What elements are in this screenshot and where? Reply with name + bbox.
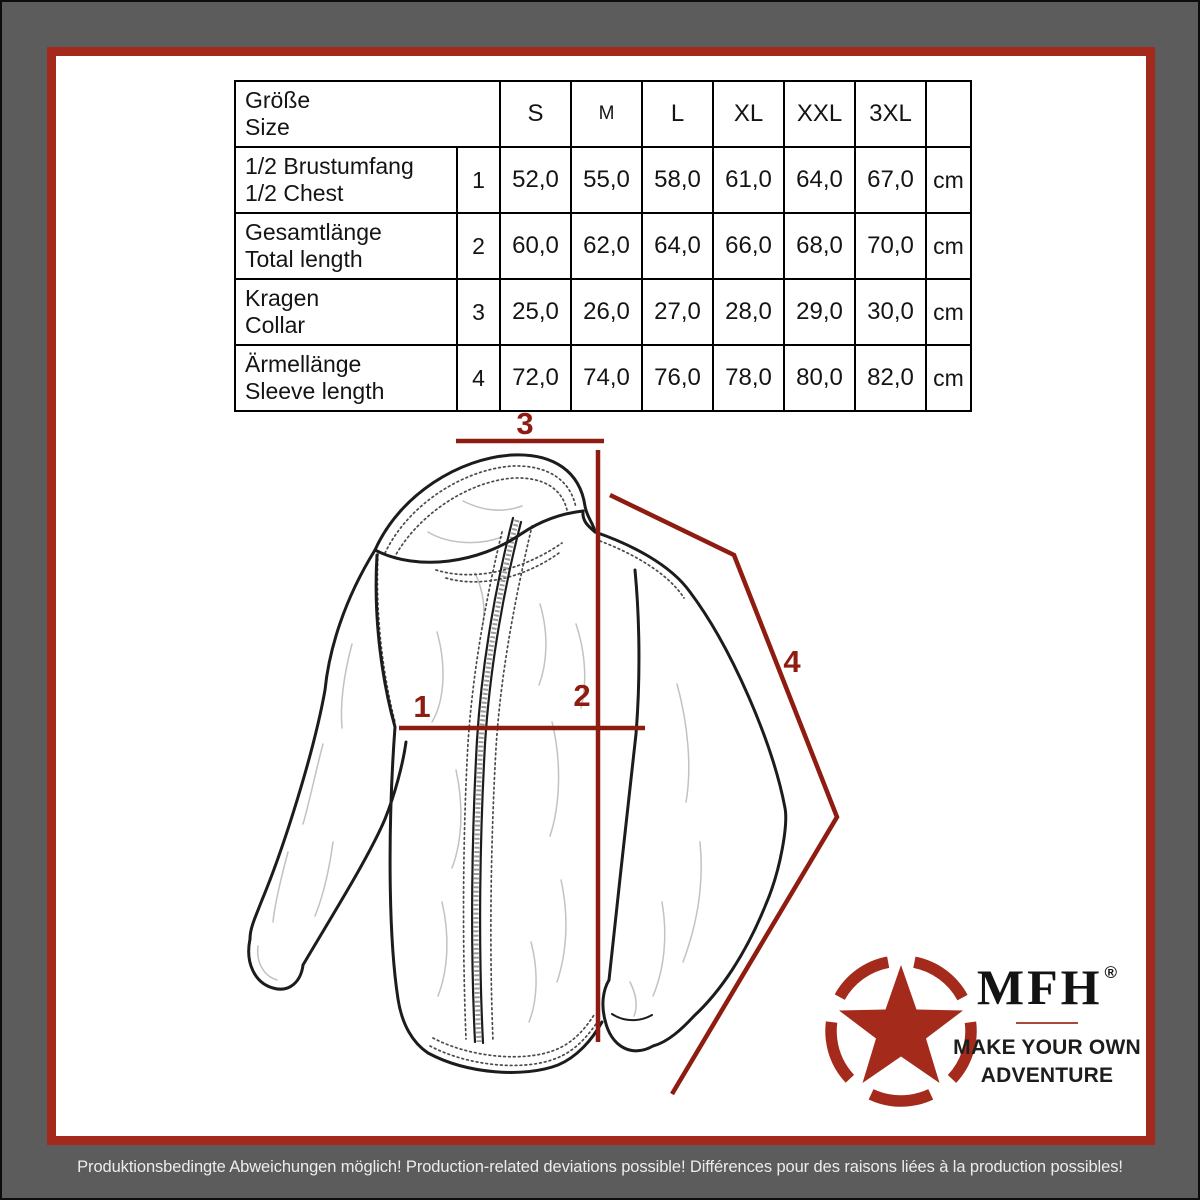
value-cell: 64,0 — [641, 212, 714, 280]
value-cell: 58,0 — [641, 146, 714, 214]
row-ref-number: 3 — [456, 278, 501, 346]
value-cell: 67,0 — [854, 146, 927, 214]
row-label-de: Ärmellänge — [245, 350, 362, 377]
size-col-m: M — [570, 80, 643, 148]
logo-divider — [1016, 1022, 1078, 1024]
zipper-teeth — [473, 519, 520, 1043]
row-ref-number: 1 — [456, 146, 501, 214]
row-label-en: 1/2 Chest — [245, 180, 344, 206]
value-cell: 62,0 — [570, 212, 643, 280]
measurement-lines — [399, 438, 840, 1096]
row-label-en: Collar — [245, 312, 306, 338]
value-cell: 60,0 — [499, 212, 572, 280]
unit-cell: cm — [925, 344, 972, 412]
value-cell: 64,0 — [783, 146, 856, 214]
broken-circle — [825, 955, 977, 1107]
brand-name: MFH ® — [951, 960, 1143, 1015]
production-note: Produktionsbedingte Abweichungen möglich… — [77, 1158, 1123, 1176]
value-cell: 25,0 — [499, 278, 572, 346]
row-ref-number: 2 — [456, 212, 501, 280]
size-col-3xl: 3XL — [854, 80, 927, 148]
size-header-label: Größe Size — [234, 80, 501, 148]
value-cell: 26,0 — [570, 278, 643, 346]
table-row-sleeve-length: Ärmellänge Sleeve length 4 72,0 74,0 76,… — [234, 344, 972, 412]
row-label-de: Kragen — [245, 284, 320, 311]
table-row-total-length: Gesamtlänge Total length 2 60,0 62,0 64,… — [234, 212, 972, 280]
value-cell: 76,0 — [641, 344, 714, 412]
size-table: Größe Size S M L XL XXL 3XL 1/2 Brustumf… — [234, 80, 972, 412]
value-cell: 27,0 — [641, 278, 714, 346]
value-cell: 70,0 — [854, 212, 927, 280]
tagline-line-1: MAKE YOUR OWN — [953, 1036, 1141, 1059]
row-label: Ärmellänge Sleeve length — [234, 344, 458, 412]
mfh-logo-text: MFH ® MAKE YOUR OWN ADVENTURE — [951, 960, 1143, 1091]
unit-cell: cm — [925, 146, 972, 214]
registered-trademark: ® — [1104, 963, 1118, 982]
jacket-outline — [247, 453, 788, 1074]
value-cell: 80,0 — [783, 344, 856, 412]
value-cell: 61,0 — [712, 146, 785, 214]
measure-label-1: 1 — [413, 689, 430, 724]
row-label-en: Total length — [245, 246, 363, 272]
value-cell: 29,0 — [783, 278, 856, 346]
table-header-row: Größe Size S M L XL XXL 3XL — [234, 80, 972, 148]
star-icon — [839, 965, 963, 1083]
unit-cell: cm — [925, 278, 972, 346]
mfh-star-logo — [825, 955, 977, 1107]
jacket-crease-lines — [256, 500, 702, 1023]
row-label-de: 1/2 Brustumfang — [245, 152, 414, 179]
table-row-chest: 1/2 Brustumfang 1/2 Chest 1 52,0 55,0 58… — [234, 146, 972, 214]
value-cell: 52,0 — [499, 146, 572, 214]
measure-label-4: 4 — [783, 644, 801, 679]
jacket-measurement-diagram: 3 2 1 4 — [247, 407, 840, 1096]
value-cell: 66,0 — [712, 212, 785, 280]
value-cell: 82,0 — [854, 344, 927, 412]
value-cell: 74,0 — [570, 344, 643, 412]
measurement-labels: 3 2 1 4 — [413, 407, 801, 724]
size-col-l: L — [641, 80, 714, 148]
tagline-line-2: ADVENTURE — [980, 1064, 1114, 1088]
value-cell: 68,0 — [783, 212, 856, 280]
size-col-xl: XL — [712, 80, 785, 148]
value-cell: 28,0 — [712, 278, 785, 346]
unit-cell: cm — [925, 212, 972, 280]
value-cell: 72,0 — [499, 344, 572, 412]
unit-header-cell — [925, 80, 972, 148]
measure-label-2: 2 — [573, 678, 590, 713]
row-label: Kragen Collar — [234, 278, 458, 346]
value-cell: 30,0 — [854, 278, 927, 346]
value-cell: 78,0 — [712, 344, 785, 412]
measure-label-3: 3 — [516, 407, 533, 441]
table-row-collar: Kragen Collar 3 25,0 26,0 27,0 28,0 29,0… — [234, 278, 972, 346]
size-col-xxl: XXL — [783, 80, 856, 148]
jacket-seam-stitching — [376, 465, 685, 1067]
brand-label: MFH — [976, 959, 1103, 1015]
row-ref-number: 4 — [456, 344, 501, 412]
row-label: 1/2 Brustumfang 1/2 Chest — [234, 146, 458, 214]
size-label-en: Size — [245, 114, 290, 140]
measure-line-sleeve — [609, 492, 840, 1096]
size-col-s: S — [499, 80, 572, 148]
row-label-en: Sleeve length — [245, 378, 385, 404]
row-label-de: Gesamtlänge — [245, 218, 382, 245]
row-label: Gesamtlänge Total length — [234, 212, 458, 280]
value-cell: 55,0 — [570, 146, 643, 214]
size-label-de: Größe — [245, 86, 311, 113]
